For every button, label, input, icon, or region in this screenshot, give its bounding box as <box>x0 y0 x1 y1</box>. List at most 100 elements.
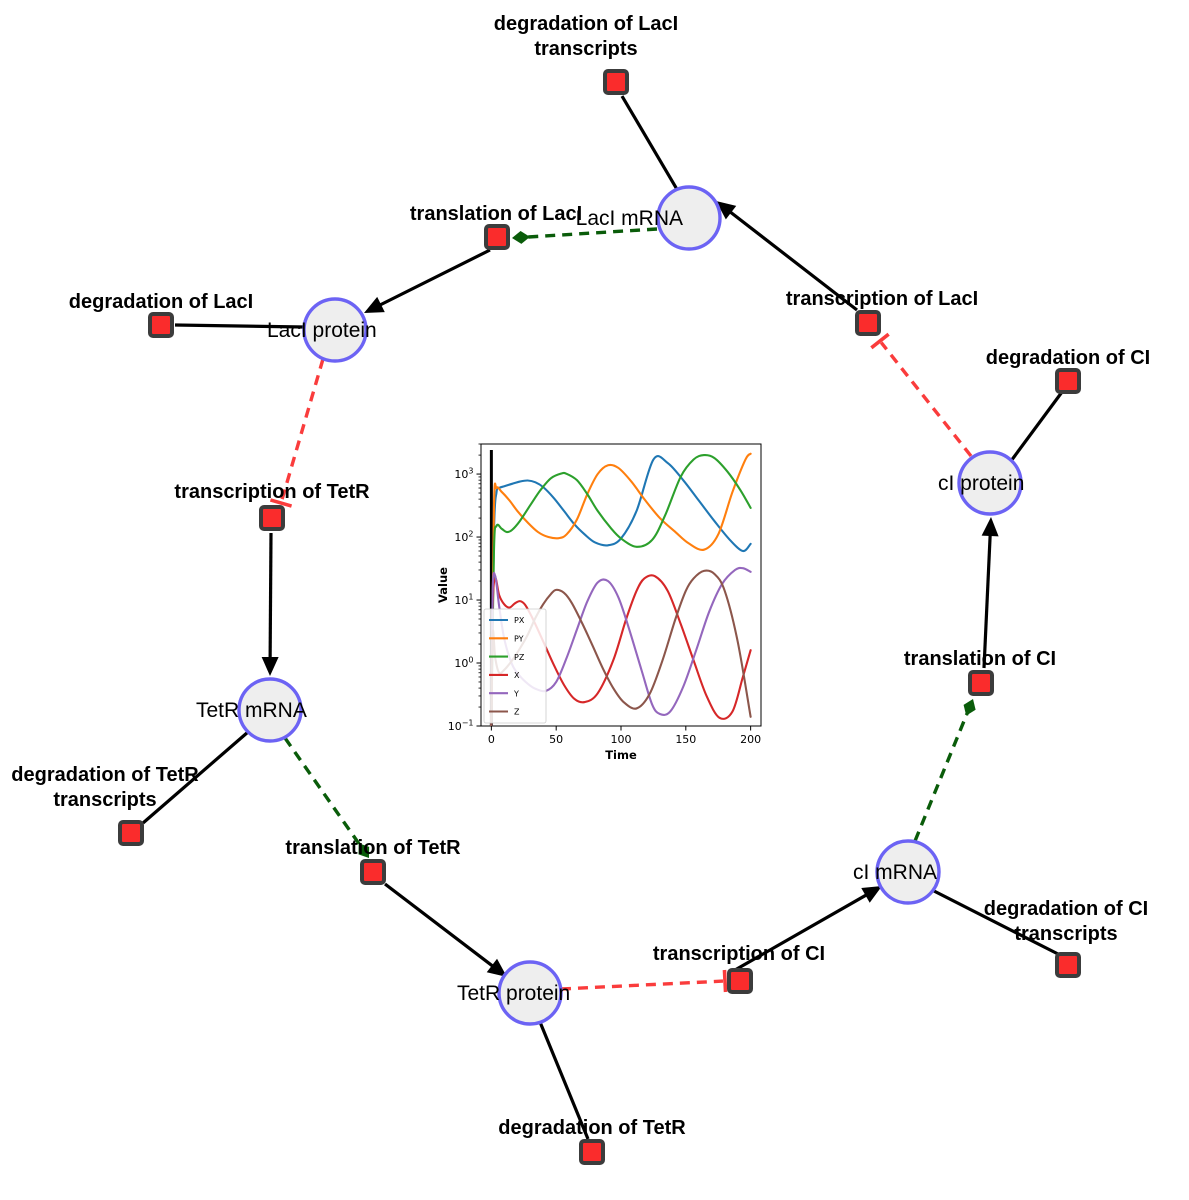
legend-label-Z: Z <box>514 708 520 717</box>
species-circle-icon[interactable] <box>237 677 303 743</box>
edge-consumption-tetr_protein-to-deg_tetr <box>538 1021 590 1140</box>
edge-line <box>279 358 325 502</box>
reaction-label-translation_tetr: translation of TetR <box>285 837 461 859</box>
edge-line <box>560 979 724 991</box>
reaction-square-icon[interactable] <box>259 505 285 531</box>
reaction-node-transcription_ci[interactable] <box>727 968 753 994</box>
edge-line <box>283 737 363 849</box>
edges-group <box>141 95 1064 1140</box>
species-label-tetr_protein: TetR protein <box>457 982 570 1005</box>
reaction-label-translation_laci: translation of LacI <box>410 203 582 225</box>
edge-production-translation_laci-to-laci_protein <box>364 248 491 313</box>
edge-inhibition-laci_protein-to-transcription_tetr <box>269 358 325 508</box>
chart-legend: PX PY PZ XY Z <box>483 608 547 724</box>
reaction-node-deg_ci[interactable] <box>1055 368 1081 394</box>
species-node-laci_mrna[interactable] <box>656 185 722 251</box>
legend-label-PX: PX <box>514 616 525 625</box>
reaction-node-transcription_tetr[interactable] <box>259 505 285 531</box>
edge-line <box>727 209 858 312</box>
reaction-node-deg_tetr[interactable] <box>579 1139 605 1165</box>
arrowhead-icon <box>364 296 385 313</box>
x-tick-label: 50 <box>549 733 563 746</box>
reaction-square-icon[interactable] <box>484 224 510 250</box>
species-node-ci_protein[interactable] <box>957 450 1023 516</box>
edge-modifier-tetr_mrna-to-translation_tetr <box>283 737 370 858</box>
reaction-label-deg_laci_transcripts: degradation of LacI transcripts <box>494 13 678 60</box>
edge-consumption-tetr_mrna-to-deg_tetr_transcripts <box>141 730 250 825</box>
edge-line <box>727 892 869 976</box>
reaction-node-deg_laci[interactable] <box>148 312 174 338</box>
species-node-laci_protein[interactable] <box>302 297 368 363</box>
edge-line <box>620 95 680 192</box>
edge-line <box>982 532 992 669</box>
species-circle-icon[interactable] <box>302 297 368 363</box>
species-label-laci_protein: LacI protein <box>267 319 377 342</box>
edge-line <box>913 710 970 842</box>
species-circle-icon[interactable] <box>957 450 1023 516</box>
reaction-label-translation_ci: translation of CI <box>904 648 1056 670</box>
reaction-square-icon[interactable] <box>579 1139 605 1165</box>
arrowhead-icon <box>486 958 507 977</box>
species-circle-icon[interactable] <box>656 185 722 251</box>
reaction-nodes-group <box>118 69 1081 1165</box>
reaction-labels-group: degradation of LacI transcripts translatio… <box>11 13 1150 1139</box>
species-label-tetr_mrna: TetR mRNA <box>196 699 307 722</box>
reaction-square-icon[interactable] <box>118 820 144 846</box>
edge-consumption-ci_protein-to-deg_ci <box>1009 391 1064 462</box>
species-circle-icon[interactable] <box>497 960 563 1026</box>
inhibition-bar-icon <box>870 332 890 350</box>
reaction-square-icon[interactable] <box>727 968 753 994</box>
y-axis-title: Value <box>436 567 450 603</box>
edge-consumption-laci_protein-to-deg_laci <box>174 323 305 329</box>
species-node-tetr_mrna[interactable] <box>237 677 303 743</box>
reaction-node-transcription_laci[interactable] <box>855 310 881 336</box>
species-node-tetr_protein[interactable] <box>497 960 563 1026</box>
edge-line <box>524 227 658 239</box>
legend-label-X: X <box>514 671 520 680</box>
edge-line <box>879 341 973 458</box>
edge-inhibition-ci_protein-to-transcription_laci <box>870 332 973 458</box>
edge-line <box>141 730 250 825</box>
species-node-ci_mrna[interactable] <box>875 839 941 905</box>
edge-consumption-laci_mrna-to-deg_laci_transcripts <box>620 95 680 192</box>
reaction-label-deg_laci: degradation of LacI <box>69 291 253 313</box>
simulation-plot-inset: 10−1 100 101 102 103 0 50 100 150 200 Time Value PX P… <box>434 437 766 762</box>
reaction-node-translation_ci[interactable] <box>968 670 994 696</box>
reaction-node-deg_tetr_transcripts[interactable] <box>118 820 144 846</box>
reaction-square-icon[interactable] <box>968 670 994 696</box>
reaction-square-icon[interactable] <box>1055 952 1081 978</box>
reaction-square-icon[interactable] <box>855 310 881 336</box>
x-axis-group: 0 50 100 150 200 <box>488 726 761 746</box>
arrowhead-icon <box>716 201 737 220</box>
edge-production-translation_ci-to-ci_protein <box>981 517 999 669</box>
reaction-node-translation_laci[interactable] <box>484 224 510 250</box>
species-labels-group: LacI mRNA LacI protein TetR mRNA TetR prote… <box>196 207 1024 1005</box>
chart-series-PX <box>490 455 752 726</box>
x-tick-label: 0 <box>488 733 495 746</box>
reaction-node-deg_laci_transcripts[interactable] <box>603 69 629 95</box>
edge-line <box>538 1021 590 1140</box>
edge-line <box>377 248 491 308</box>
edge-line <box>1009 391 1064 462</box>
reaction-square-icon[interactable] <box>360 859 386 885</box>
reaction-label-transcription_tetr: transcription of TetR <box>174 481 370 503</box>
reaction-node-translation_tetr[interactable] <box>360 859 386 885</box>
reaction-square-icon[interactable] <box>1055 368 1081 394</box>
diamondhead-icon <box>963 699 976 716</box>
reaction-square-icon[interactable] <box>603 69 629 95</box>
reaction-label-deg_tetr_transcripts: degradation of TetR transcripts <box>11 764 199 811</box>
x-axis-title: Time <box>605 748 637 761</box>
inhibition-bar-icon <box>722 969 728 993</box>
legend-label-PZ: PZ <box>514 653 525 662</box>
edge-line <box>174 323 305 329</box>
reaction-label-transcription_ci: transcription of CI <box>653 943 825 965</box>
diamondhead-icon <box>512 230 530 244</box>
reaction-node-deg_ci_transcripts[interactable] <box>1055 952 1081 978</box>
legend-label-PY: PY <box>514 635 524 644</box>
reaction-label-transcription_laci: transcription of LacI <box>786 288 978 310</box>
reaction-square-icon[interactable] <box>148 312 174 338</box>
species-circle-icon[interactable] <box>875 839 941 905</box>
edge-production-transcription_laci-to-laci_mrna <box>716 201 858 312</box>
